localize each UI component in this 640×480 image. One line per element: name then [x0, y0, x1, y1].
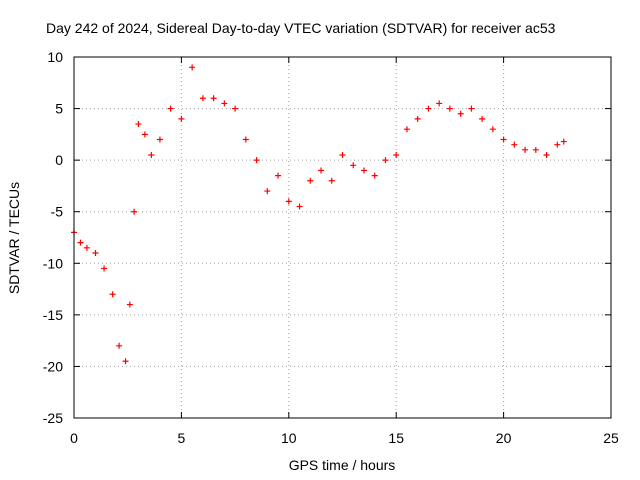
data-point: [328, 177, 335, 184]
data-point: [221, 100, 228, 107]
data-point: [554, 141, 561, 148]
data-point: [135, 121, 142, 128]
chart-title: Day 242 of 2024, Sidereal Day-to-day VTE…: [46, 20, 556, 36]
data-point: [393, 151, 400, 158]
data-point: [109, 291, 116, 298]
data-point: [242, 136, 249, 143]
data-point: [131, 208, 138, 215]
data-point: [425, 105, 432, 112]
data-point: [318, 167, 325, 174]
data-point: [446, 105, 453, 112]
x-tick-label: 20: [496, 430, 512, 446]
data-point: [350, 162, 357, 169]
data-point: [532, 146, 539, 153]
data-point: [77, 239, 84, 246]
data-point: [403, 126, 410, 133]
data-point: [371, 172, 378, 179]
plot-frame: [73, 56, 612, 419]
x-tick-label: 10: [281, 430, 297, 446]
data-point: [285, 198, 292, 205]
data-point: [167, 105, 174, 112]
data-point: [479, 115, 486, 122]
y-tick-label: 0: [55, 152, 63, 168]
data-point: [178, 115, 185, 122]
data-point: [457, 110, 464, 117]
data-point: [296, 203, 303, 210]
data-point: [116, 342, 123, 349]
y-tick-label: 5: [55, 101, 63, 117]
data-point: [360, 167, 367, 174]
data-point: [199, 95, 206, 102]
data-point: [511, 141, 518, 148]
data-point: [156, 136, 163, 143]
data-point: [92, 249, 99, 256]
y-tick-label: -15: [43, 307, 63, 323]
data-point: [210, 95, 217, 102]
x-tick-label: 5: [178, 430, 186, 446]
data-point: [101, 265, 108, 272]
data-point: [382, 157, 389, 164]
data-point: [122, 358, 129, 365]
data-point: [232, 105, 239, 112]
data-point: [500, 136, 507, 143]
data-point: [414, 115, 421, 122]
data-point: [560, 138, 567, 145]
x-tick-label: 25: [603, 430, 619, 446]
y-tick-label: -10: [43, 255, 63, 271]
data-point: [253, 157, 260, 164]
x-tick-label: 0: [70, 430, 78, 446]
data-point: [339, 151, 346, 158]
y-tick-label: -25: [43, 410, 63, 426]
grid: [74, 57, 611, 418]
y-tick-label: -5: [51, 204, 64, 220]
data-point: [468, 105, 475, 112]
y-tick-label: -20: [43, 358, 63, 374]
data-point: [436, 100, 443, 107]
data-point: [83, 244, 90, 251]
data-point: [275, 172, 282, 179]
data-point: [141, 131, 148, 138]
x-tick-labels: 0 5 10 15 20 25: [70, 430, 619, 446]
x-tick-label: 15: [388, 430, 404, 446]
data-point: [264, 188, 271, 195]
data-series: [71, 64, 567, 365]
y-axis-label: SDTVAR / TECUs: [6, 182, 22, 294]
x-axis-label: GPS time / hours: [289, 457, 396, 473]
data-point: [307, 177, 314, 184]
data-point: [489, 126, 496, 133]
data-point: [126, 301, 133, 308]
data-point: [543, 151, 550, 158]
axis-ticks: [73, 56, 612, 419]
data-point: [522, 146, 529, 153]
data-point: [148, 151, 155, 158]
y-tick-labels: -25 -20 -15 -10 -5 0 5 10: [43, 49, 63, 426]
y-tick-label: 10: [47, 49, 63, 65]
data-point: [189, 64, 196, 71]
